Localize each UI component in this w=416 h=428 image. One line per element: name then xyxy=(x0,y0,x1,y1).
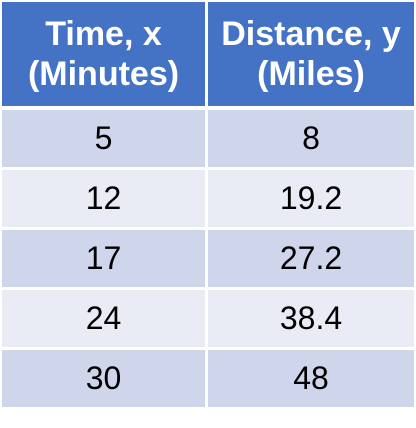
distance-cell: 19.2 xyxy=(208,170,414,230)
time-cell: 12 xyxy=(2,170,208,230)
header-time-line2: (Minutes) xyxy=(27,55,180,93)
header-distance-line2: (Miles) xyxy=(257,55,365,93)
table-row: 12 19.2 xyxy=(2,170,414,230)
header-time-line1: Time, x xyxy=(45,15,162,53)
distance-cell: 8 xyxy=(208,110,414,170)
table-header-row: Time, x (Minutes) Distance, y (Miles) xyxy=(2,2,414,110)
time-cell: 5 xyxy=(2,110,208,170)
time-cell: 17 xyxy=(2,230,208,290)
table-row: 17 27.2 xyxy=(2,230,414,290)
distance-cell: 27.2 xyxy=(208,230,414,290)
table-body: 5 8 12 19.2 17 27.2 24 38.4 30 48 xyxy=(2,110,414,410)
distance-cell: 48 xyxy=(208,350,414,410)
table-row: 30 48 xyxy=(2,350,414,410)
header-cell-distance: Distance, y (Miles) xyxy=(208,2,414,110)
distance-cell: 38.4 xyxy=(208,290,414,350)
table-row: 24 38.4 xyxy=(2,290,414,350)
time-cell: 24 xyxy=(2,290,208,350)
header-distance-line1: Distance, y xyxy=(221,15,401,53)
header-cell-time: Time, x (Minutes) xyxy=(2,2,208,110)
time-cell: 30 xyxy=(2,350,208,410)
